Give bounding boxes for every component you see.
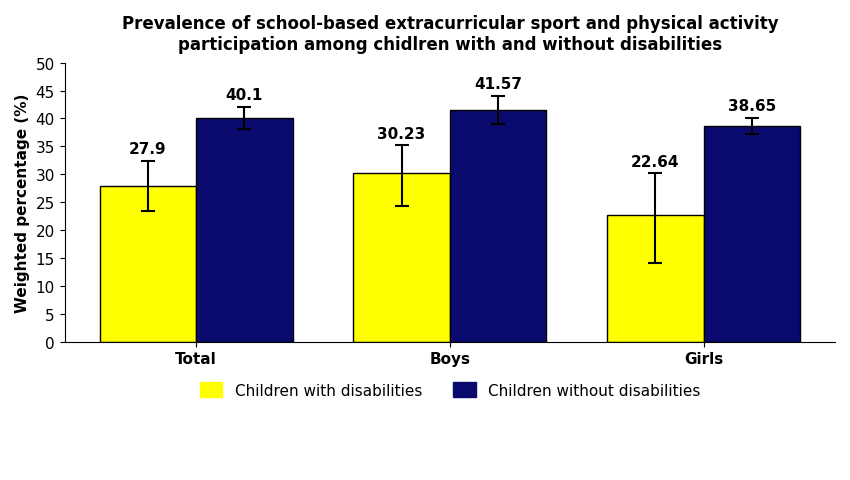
Bar bbox=[99, 187, 196, 342]
Text: 41.57: 41.57 bbox=[474, 77, 522, 92]
Text: 30.23: 30.23 bbox=[377, 126, 426, 141]
Legend: Children with disabilities, Children without disabilities: Children with disabilities, Children wit… bbox=[194, 376, 706, 404]
Bar bbox=[196, 119, 292, 342]
Text: 38.65: 38.65 bbox=[728, 99, 776, 114]
Bar bbox=[450, 110, 547, 342]
Bar bbox=[354, 174, 450, 342]
Title: Prevalence of school-based extracurricular sport and physical activity
participa: Prevalence of school-based extracurricul… bbox=[122, 15, 778, 54]
Text: 27.9: 27.9 bbox=[129, 142, 167, 157]
Bar bbox=[704, 127, 800, 342]
Text: 40.1: 40.1 bbox=[225, 88, 263, 103]
Bar bbox=[607, 216, 704, 342]
Y-axis label: Weighted percentage (%): Weighted percentage (%) bbox=[15, 93, 30, 312]
Text: 22.64: 22.64 bbox=[631, 155, 680, 169]
